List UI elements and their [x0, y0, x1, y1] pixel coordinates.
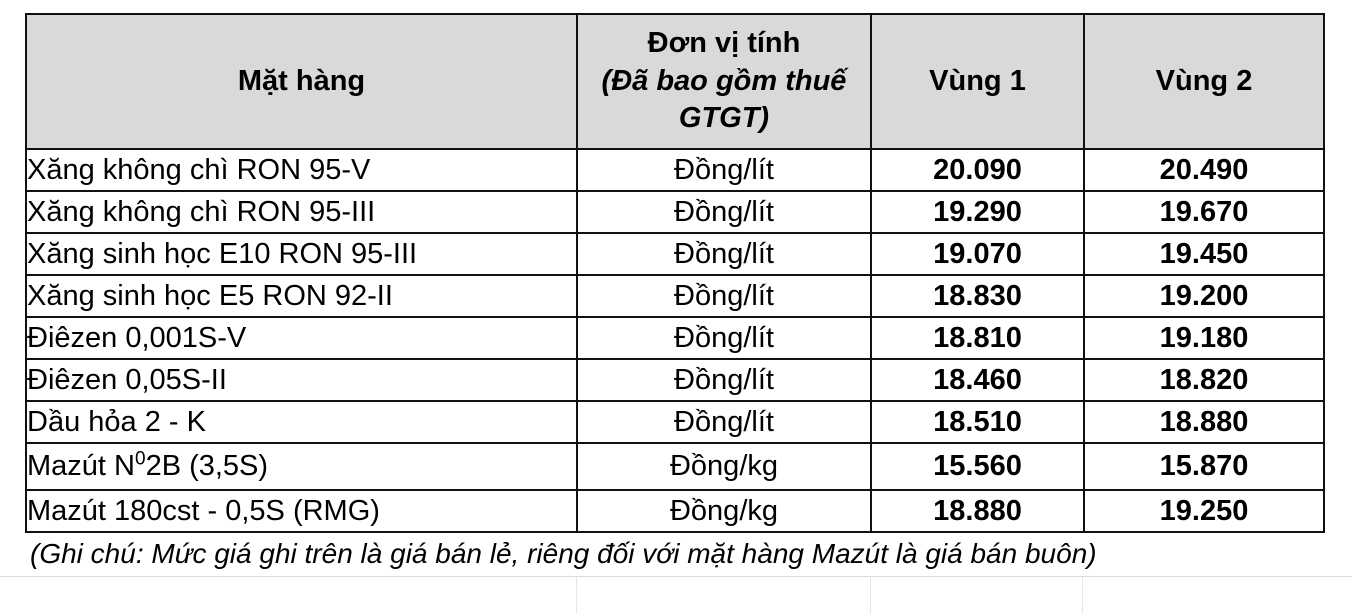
table-row: Xăng không chì RON 95-V Đồng/lít 20.090 20.… [25, 148, 1325, 192]
table-body: Xăng không chì RON 95-V Đồng/lít 20.090 20.… [25, 148, 1325, 533]
footnote: (Ghi chú: Mức giá ghi trên là giá bán lẻ… [30, 538, 1097, 569]
gridline-horizontal [0, 576, 1352, 577]
region2-price-cell: 15.870 [1083, 442, 1325, 491]
region2-price-cell: 19.200 [1083, 274, 1325, 318]
unit-cell: Đồng/lít [576, 316, 872, 360]
unit-cell: Đồng/lít [576, 358, 872, 402]
unit-cell: Đồng/lít [576, 190, 872, 234]
unit-cell: Đồng/lít [576, 274, 872, 318]
unit-cell: Đồng/kg [576, 489, 872, 533]
unit-header-subtitle: (Đã bao gồm thuế GTGT) [601, 64, 847, 135]
region1-price-cell: 19.290 [870, 190, 1085, 234]
header-row: Mặt hàng Đơn vị tính (Đã bao gồm thuế GT… [25, 13, 1325, 150]
unit-cell: Đồng/lít [576, 148, 872, 192]
table-row: Xăng không chì RON 95-III Đồng/lít 19.290 1… [25, 190, 1325, 234]
region2-price-cell: 20.490 [1083, 148, 1325, 192]
region2-price-cell: 19.250 [1083, 489, 1325, 533]
fuel-price-table: Mặt hàng Đơn vị tính (Đã bao gồm thuế GT… [25, 13, 1325, 533]
region1-price-cell: 19.070 [870, 232, 1085, 276]
region1-price-cell: 18.810 [870, 316, 1085, 360]
table-row: Mazút N02B (3,5S) Đồng/kg 15.560 15.870 [25, 442, 1325, 491]
table-row: Xăng sinh học E10 RON 95-III Đồng/lít 19.0… [25, 232, 1325, 276]
unit-cell: Đồng/lít [576, 232, 872, 276]
product-cell: Mazút 180cst - 0,5S (RMG) [25, 489, 578, 533]
gridline-vertical [1082, 576, 1083, 614]
table-row: Điêzen 0,05S-II Đồng/lít 18.460 18.820 [25, 358, 1325, 402]
product-cell: Mazút N02B (3,5S) [25, 442, 578, 491]
product-cell: Xăng sinh học E5 RON 92-II [25, 274, 578, 318]
region2-price-cell: 19.180 [1083, 316, 1325, 360]
column-header-region1: Vùng 1 [870, 13, 1085, 150]
table-row: Xăng sinh học E5 RON 92-II Đồng/lít 18.830… [25, 274, 1325, 318]
region1-price-cell: 18.830 [870, 274, 1085, 318]
gridline-vertical [576, 576, 577, 614]
unit-cell: Đồng/kg [576, 442, 872, 491]
product-cell: Xăng không chì RON 95-V [25, 148, 578, 192]
product-cell: Điêzen 0,05S-II [25, 358, 578, 402]
table-row: Điêzen 0,001S-V Đồng/lít 18.810 19.180 [25, 316, 1325, 360]
product-cell: Xăng không chì RON 95-III [25, 190, 578, 234]
region1-price-cell: 18.510 [870, 400, 1085, 444]
superscript-zero: 0 [134, 448, 146, 470]
unit-cell: Đồng/lít [576, 400, 872, 444]
region2-price-cell: 18.820 [1083, 358, 1325, 402]
region1-price-cell: 18.460 [870, 358, 1085, 402]
gridline-vertical [870, 576, 871, 614]
region2-price-cell: 18.880 [1083, 400, 1325, 444]
table-row: Dầu hỏa 2 - K Đồng/lít 18.510 18.880 [25, 400, 1325, 444]
table-row: Mazút 180cst - 0,5S (RMG) Đồng/kg 18.880 19… [25, 489, 1325, 533]
region2-price-cell: 19.450 [1083, 232, 1325, 276]
region1-price-cell: 15.560 [870, 442, 1085, 491]
region1-price-cell: 18.880 [870, 489, 1085, 533]
column-header-region2: Vùng 2 [1083, 13, 1325, 150]
region2-price-cell: 19.670 [1083, 190, 1325, 234]
product-cell: Dầu hỏa 2 - K [25, 400, 578, 444]
product-cell: Điêzen 0,001S-V [25, 316, 578, 360]
column-header-product: Mặt hàng [25, 13, 578, 150]
unit-header-title: Đơn vị tính [647, 26, 801, 59]
product-cell: Xăng sinh học E10 RON 95-III [25, 232, 578, 276]
region1-price-cell: 20.090 [870, 148, 1085, 192]
column-header-unit: Đơn vị tính (Đã bao gồm thuế GTGT) [576, 13, 872, 150]
